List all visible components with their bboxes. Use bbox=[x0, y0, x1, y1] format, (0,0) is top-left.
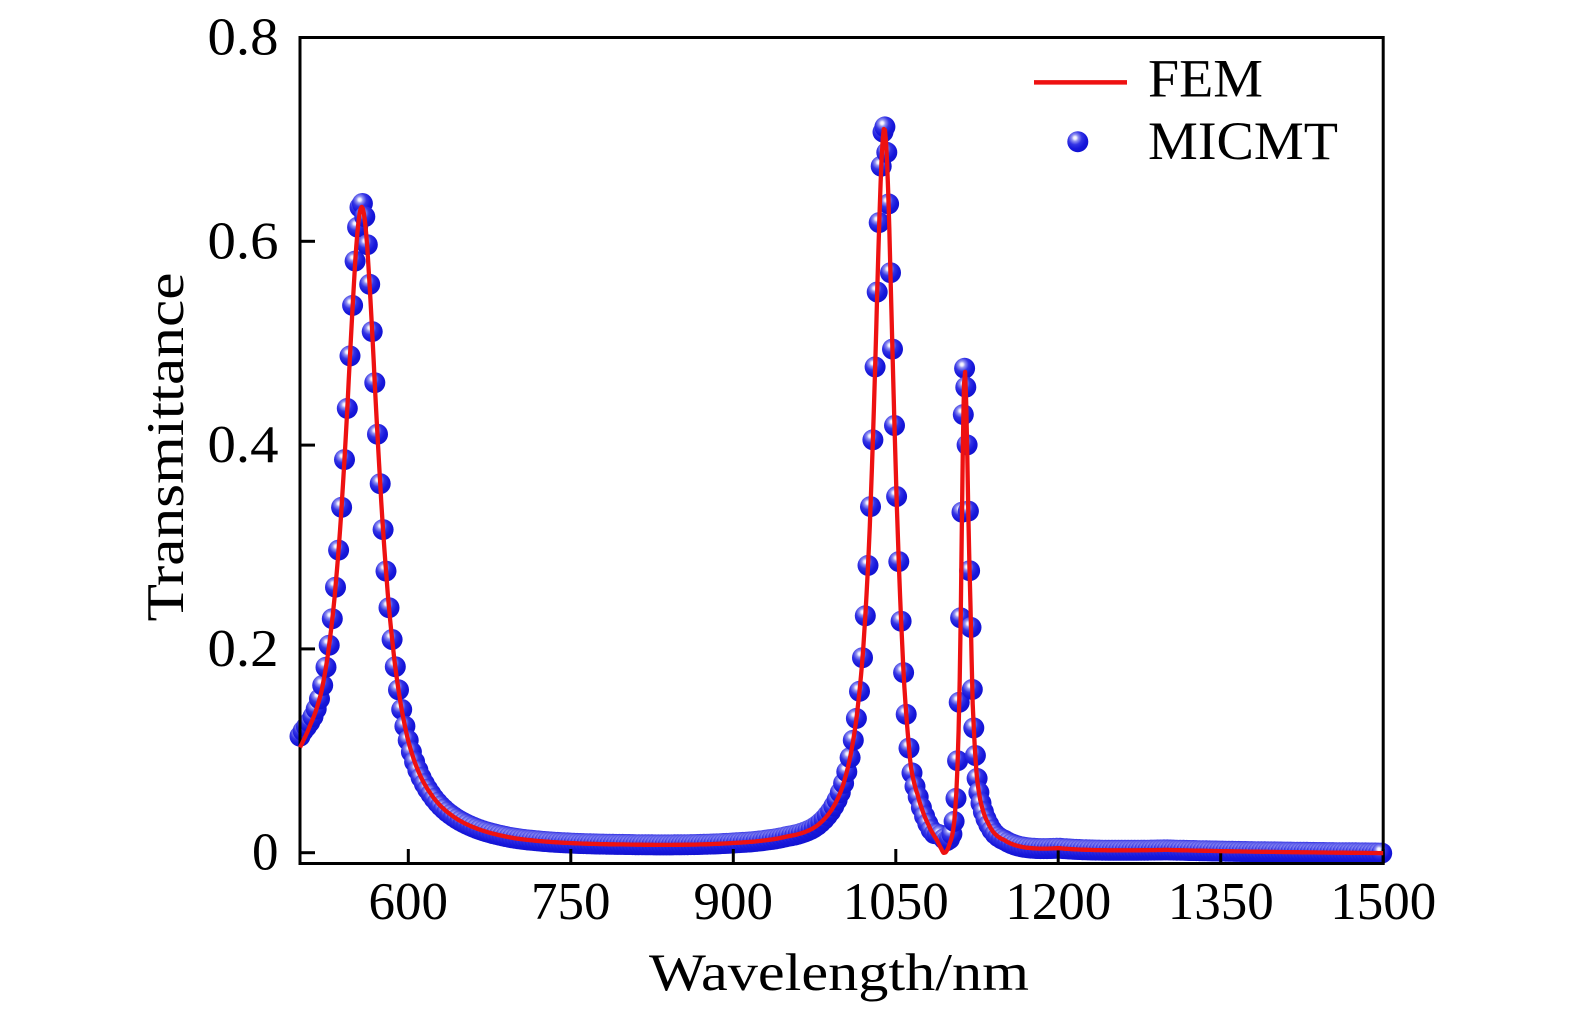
svg-text:0.4: 0.4 bbox=[208, 416, 279, 474]
svg-text:900: 900 bbox=[694, 873, 774, 931]
svg-text:FEM: FEM bbox=[1148, 48, 1263, 108]
svg-text:0.2: 0.2 bbox=[208, 620, 279, 678]
svg-text:Transmittance: Transmittance bbox=[137, 273, 195, 622]
svg-text:1050: 1050 bbox=[843, 873, 949, 931]
svg-text:1500: 1500 bbox=[1330, 873, 1436, 931]
svg-text:600: 600 bbox=[369, 873, 449, 931]
svg-text:1200: 1200 bbox=[1005, 873, 1111, 931]
svg-text:MICMT: MICMT bbox=[1148, 111, 1338, 171]
svg-text:1350: 1350 bbox=[1168, 873, 1274, 931]
svg-text:Wavelength/nm: Wavelength/nm bbox=[649, 944, 1029, 1002]
svg-text:750: 750 bbox=[531, 873, 611, 931]
svg-text:0.8: 0.8 bbox=[208, 9, 279, 67]
svg-text:0.6: 0.6 bbox=[208, 212, 279, 270]
svg-text:0: 0 bbox=[252, 824, 279, 882]
